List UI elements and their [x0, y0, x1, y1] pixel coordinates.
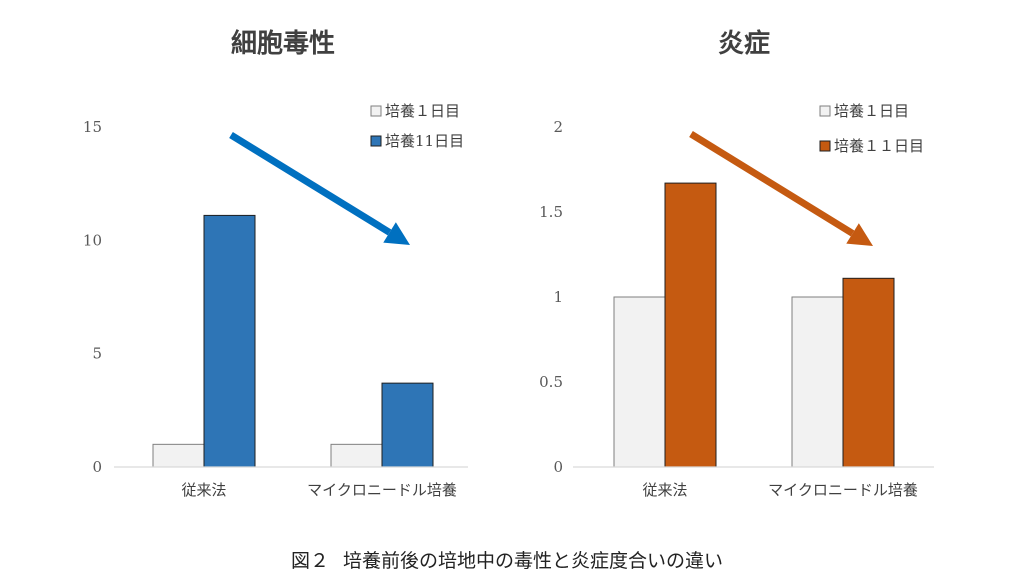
chart2-legend-swatch — [819, 140, 831, 152]
chart1-y-tick-label: 5 — [92, 345, 102, 363]
chart1-legend-label: 培養11日目 — [385, 132, 464, 150]
chart1-trend-arrow-head — [383, 222, 410, 245]
chart2-bar — [664, 182, 717, 468]
chart2-title: 炎症 — [718, 28, 770, 59]
chart2-y-tick-label: 0.5 — [539, 373, 563, 391]
chart1-legend-swatch — [370, 135, 382, 147]
chart1-bar — [203, 214, 256, 468]
chart1-y-tick-label: 15 — [83, 118, 102, 136]
chart1-bar — [330, 443, 383, 468]
chart2-x-category-label: 従来法 — [642, 481, 687, 499]
chart2-x-category-label: マイクロニードル培養 — [768, 481, 918, 499]
chart2-trend-arrow-shaft — [689, 131, 855, 237]
chart1-y-tick-label: 10 — [83, 231, 102, 249]
chart2-trend-arrow-head — [846, 223, 873, 246]
chart2-bar — [791, 296, 844, 468]
chart1-legend-label: 培養１日目 — [385, 102, 460, 120]
chart2-legend-swatch — [819, 105, 831, 117]
chart2-bar — [613, 296, 666, 468]
chart2-legend-label: 培養１１日目 — [834, 137, 924, 155]
chart1-legend-swatch — [370, 105, 382, 117]
chart1-y-tick-label: 0 — [92, 458, 102, 476]
chart1-x-category-label: マイクロニードル培養 — [307, 481, 457, 499]
chart1-title: 細胞毒性 — [231, 28, 335, 59]
chart2-y-tick-label: 0 — [553, 458, 563, 476]
chart2-y-tick-label: 1.5 — [539, 203, 563, 221]
chart2-legend-label: 培養１日目 — [834, 102, 909, 120]
figure-caption: 図２ 培養前後の培地中の毒性と炎症度合いの違い — [0, 546, 1014, 573]
chart1-trend-arrow-shaft — [229, 132, 392, 236]
caption-label: 図２ — [290, 550, 329, 572]
chart1-bar — [381, 382, 434, 468]
chart2-y-tick-label: 1 — [553, 288, 563, 306]
caption-text: 培養前後の培地中の毒性と炎症度合いの違い — [343, 550, 724, 572]
chart1-x-category-label: 従来法 — [181, 481, 226, 499]
chart1-bar — [152, 443, 205, 468]
chart2-bar — [842, 277, 895, 468]
chart2-y-tick-label: 2 — [553, 118, 563, 136]
